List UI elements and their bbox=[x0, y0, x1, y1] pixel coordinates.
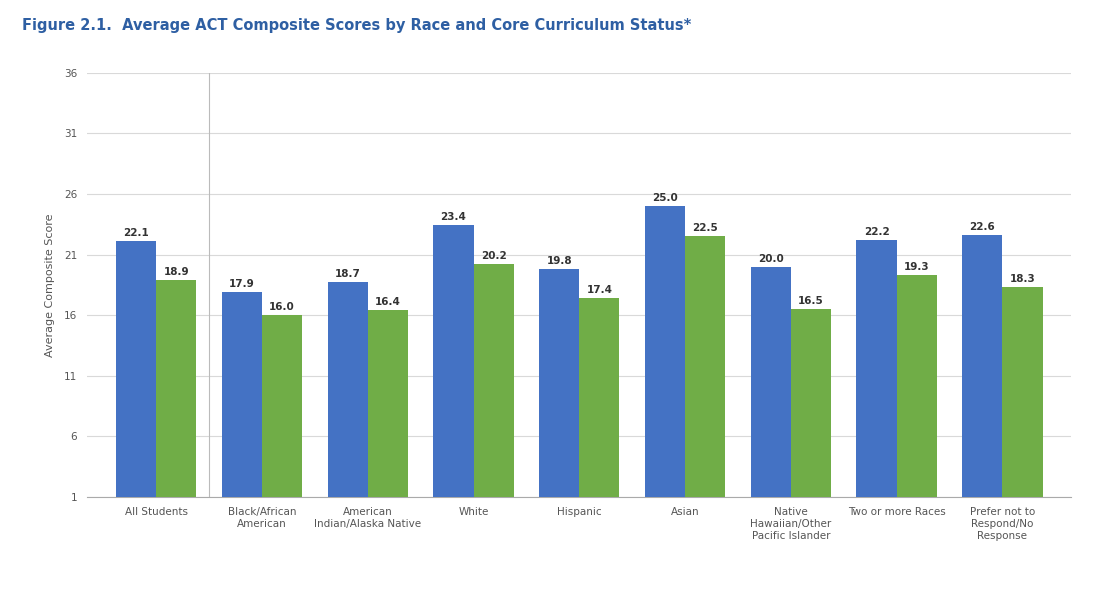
Text: 19.3: 19.3 bbox=[904, 262, 929, 272]
Text: 22.5: 22.5 bbox=[692, 223, 718, 233]
Text: 18.7: 18.7 bbox=[334, 269, 361, 279]
Y-axis label: Average Composite Score: Average Composite Score bbox=[46, 213, 56, 356]
Bar bbox=[751, 267, 791, 509]
Text: Figure 2.1.  Average ACT Composite Scores by Race and Core Curriculum Status*: Figure 2.1. Average ACT Composite Scores… bbox=[22, 18, 691, 33]
Bar bbox=[156, 280, 197, 509]
Text: 20.0: 20.0 bbox=[757, 253, 784, 264]
Bar bbox=[539, 269, 579, 509]
Text: 18.9: 18.9 bbox=[164, 267, 189, 277]
Bar bbox=[328, 282, 367, 509]
Text: 22.6: 22.6 bbox=[969, 222, 995, 232]
Bar bbox=[857, 240, 896, 509]
Bar bbox=[685, 236, 726, 509]
Bar bbox=[579, 298, 620, 509]
Text: 20.2: 20.2 bbox=[481, 251, 506, 261]
Text: 17.4: 17.4 bbox=[586, 285, 612, 295]
Text: 22.2: 22.2 bbox=[863, 227, 890, 237]
Text: 23.4: 23.4 bbox=[440, 212, 467, 222]
Text: 22.1: 22.1 bbox=[124, 228, 149, 238]
Text: 16.4: 16.4 bbox=[375, 297, 401, 307]
Bar bbox=[116, 241, 156, 509]
Bar bbox=[473, 264, 514, 509]
Bar bbox=[896, 275, 937, 509]
Text: 25.0: 25.0 bbox=[653, 193, 678, 203]
Bar bbox=[791, 309, 831, 509]
Text: 16.0: 16.0 bbox=[269, 302, 295, 312]
Bar bbox=[962, 235, 1002, 509]
Bar bbox=[367, 310, 408, 509]
Text: 16.5: 16.5 bbox=[798, 296, 824, 306]
Bar bbox=[645, 206, 685, 509]
Bar bbox=[433, 225, 473, 509]
Bar bbox=[222, 292, 262, 509]
Text: 18.3: 18.3 bbox=[1010, 274, 1035, 284]
Text: 19.8: 19.8 bbox=[546, 256, 572, 266]
Text: 17.9: 17.9 bbox=[230, 279, 255, 289]
Bar bbox=[1002, 287, 1043, 509]
Bar bbox=[262, 315, 302, 509]
